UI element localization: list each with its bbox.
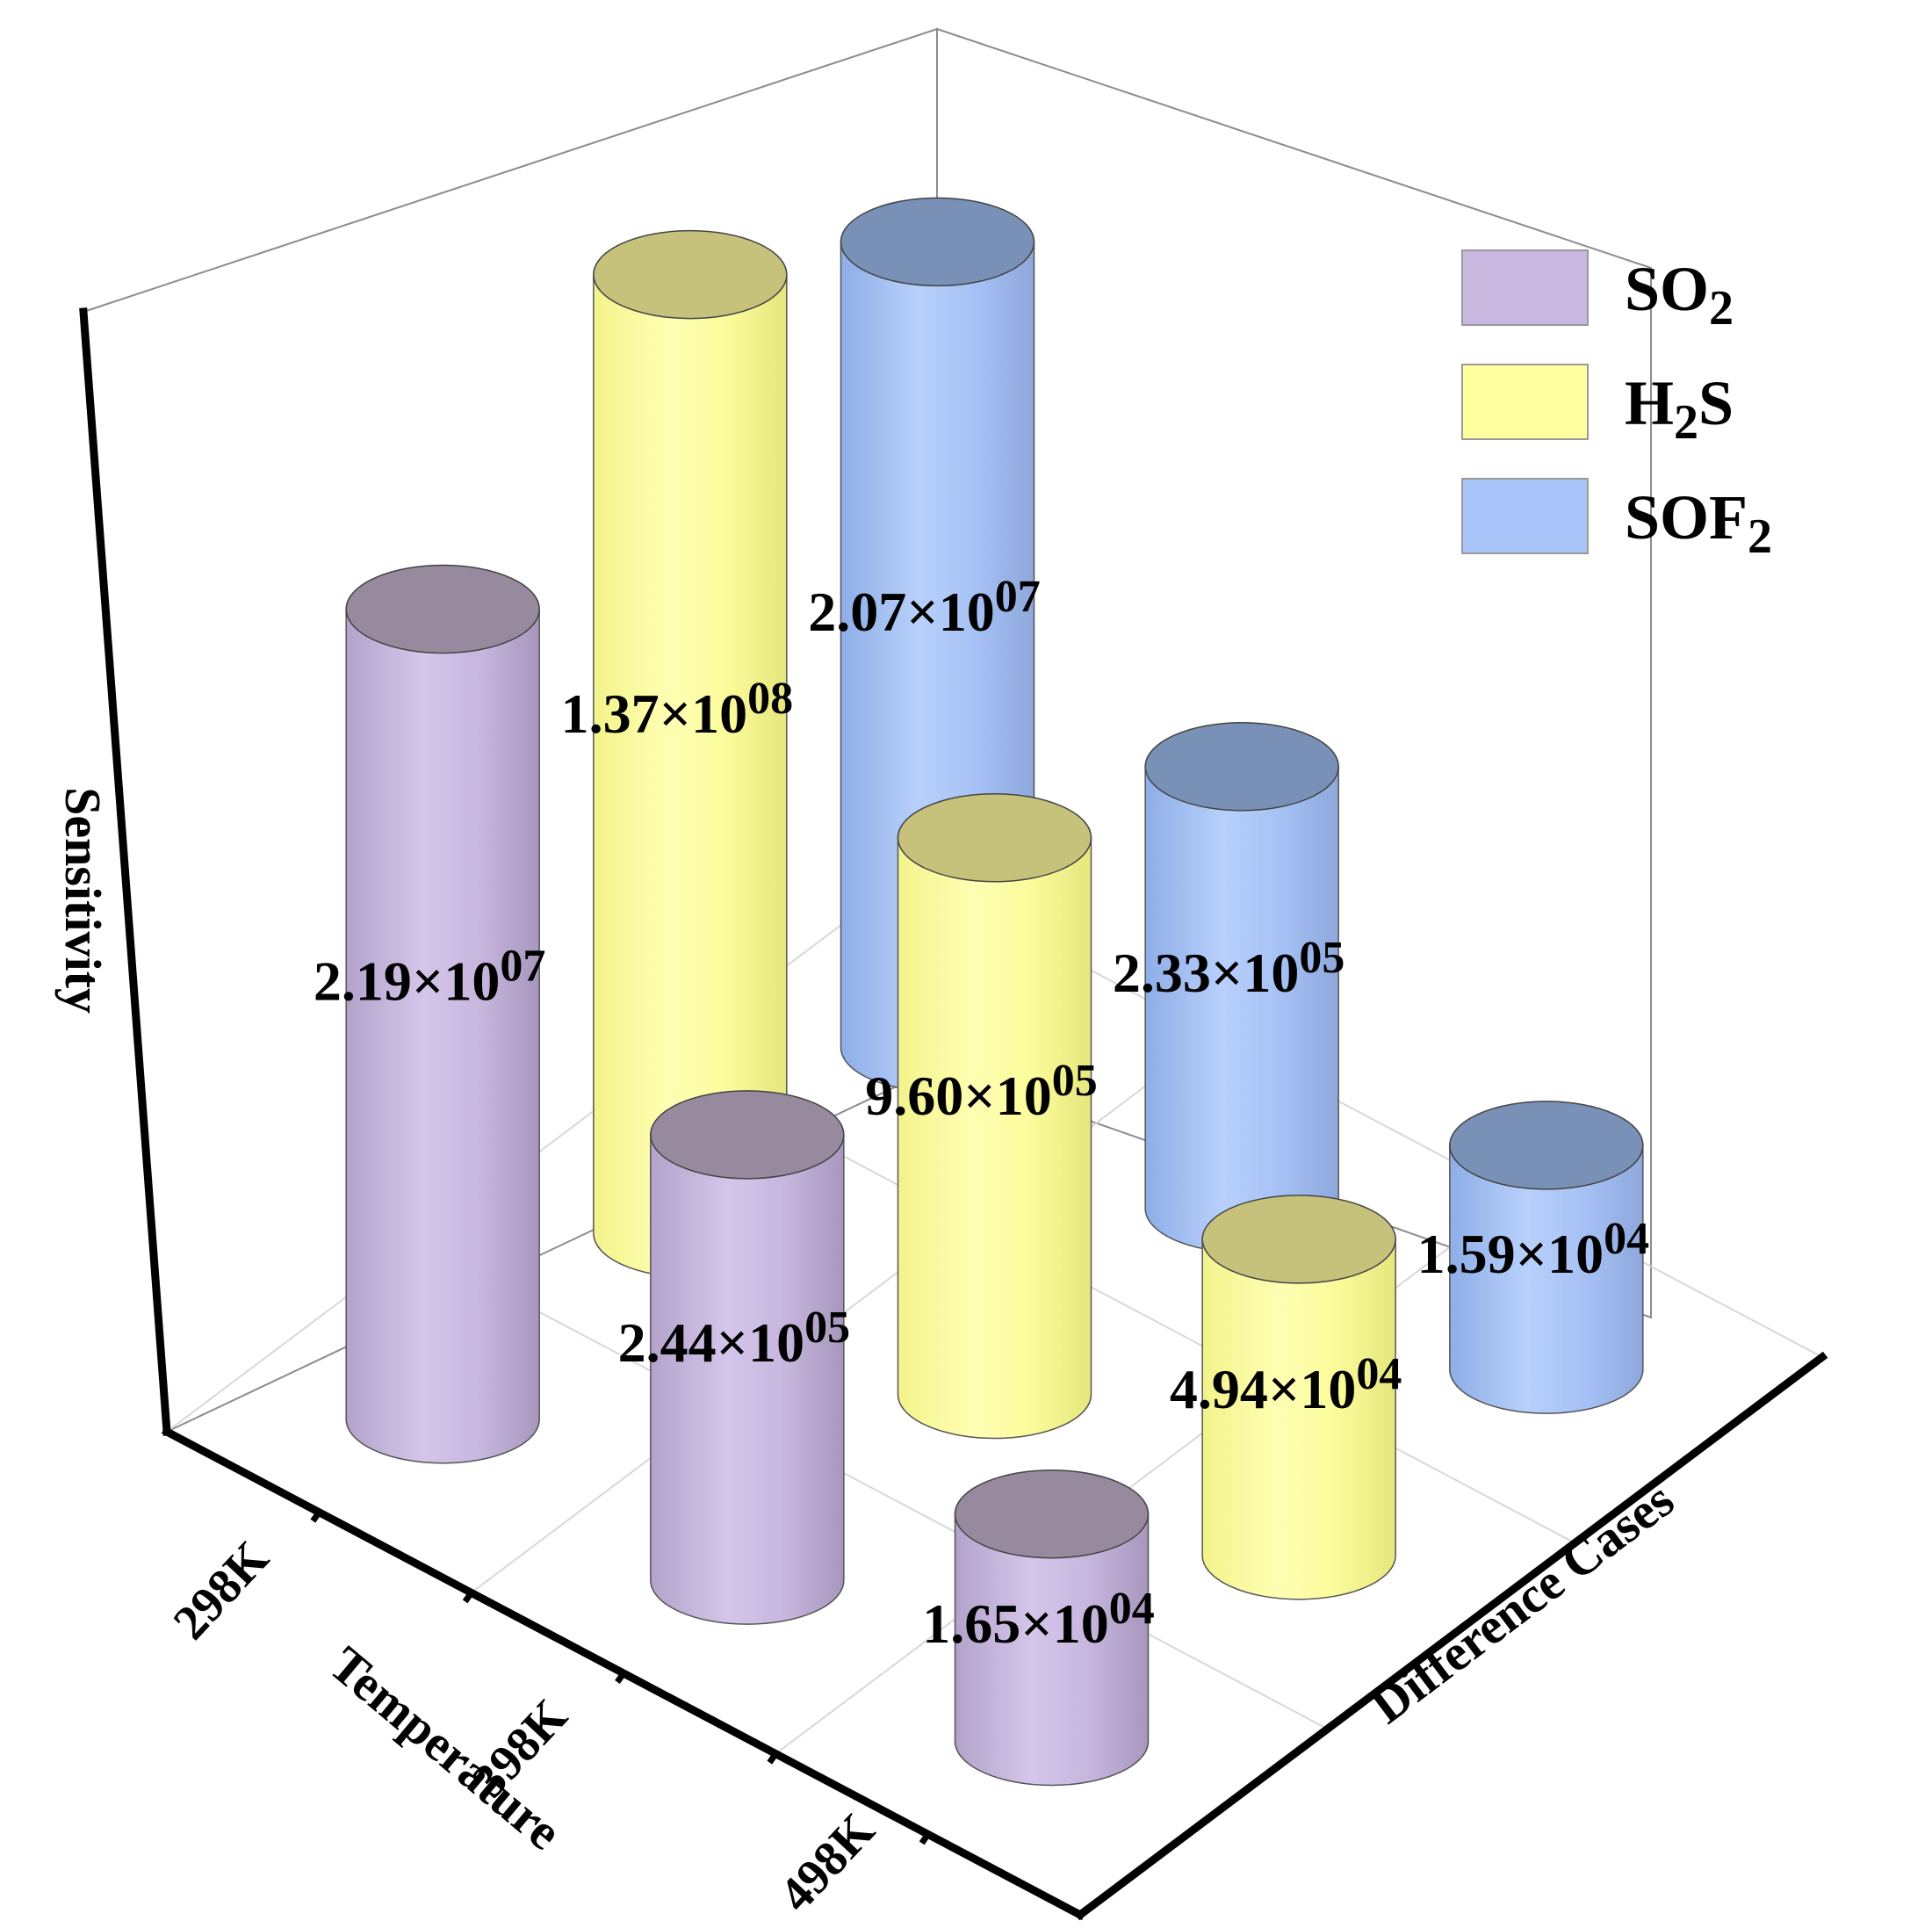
value-label-mantissa: 1.37×10 xyxy=(561,682,747,745)
legend-label-base: SO xyxy=(1625,254,1709,324)
value-label: 1.37×1008 xyxy=(561,674,793,745)
grid-line xyxy=(414,1245,1329,1730)
z-axis-title: Sensitivity xyxy=(54,787,112,1014)
legend-label-base: H xyxy=(1625,368,1674,438)
legend-swatch xyxy=(1461,249,1589,326)
value-label-mantissa: 2.07×10 xyxy=(808,581,994,643)
legend-swatch xyxy=(1461,478,1589,554)
bar-top xyxy=(593,229,788,320)
value-label: 1.65×1004 xyxy=(922,1584,1154,1655)
x-tick-label: 498K xyxy=(769,1803,886,1923)
bar-top xyxy=(1449,1101,1644,1190)
value-label-mantissa: 2.33×10 xyxy=(1113,942,1299,1004)
value-label: 9.60×1005 xyxy=(865,1056,1097,1127)
value-label-exponent: 05 xyxy=(1299,933,1344,983)
bars xyxy=(345,197,1644,1787)
value-label: 1.59×1004 xyxy=(1417,1214,1649,1285)
value-label-exponent: 07 xyxy=(500,942,545,992)
bar-top xyxy=(954,1469,1150,1559)
bar-SO2-398K xyxy=(650,1090,845,1625)
x-tick xyxy=(919,1832,931,1845)
x-tick xyxy=(767,1751,779,1765)
value-label: 2.07×1007 xyxy=(808,572,1040,643)
legend-item-SOF2: SOF2 xyxy=(1461,478,1772,564)
bar-top xyxy=(1144,722,1339,812)
legend-label-tail: S xyxy=(1698,368,1734,438)
legend-label: SOF2 xyxy=(1625,482,1772,564)
bar-top xyxy=(1201,1195,1396,1284)
legend-label-sub: 2 xyxy=(1674,395,1698,450)
bar-body xyxy=(897,837,1092,1440)
bar-SO2-298K xyxy=(345,564,540,1464)
bar-body xyxy=(650,1134,845,1625)
value-label-exponent: 08 xyxy=(747,674,793,724)
value-label-exponent: 04 xyxy=(1109,1584,1155,1634)
y-axis-title: Difference Cases xyxy=(1360,1470,1684,1734)
value-label-mantissa: 1.65×10 xyxy=(922,1592,1108,1655)
legend-label-sub: 2 xyxy=(1709,281,1734,336)
x-tick xyxy=(462,1591,474,1604)
bar-top xyxy=(650,1090,845,1180)
value-label-exponent: 04 xyxy=(1604,1214,1649,1264)
z-axis-line xyxy=(79,307,171,1436)
legend-swatch xyxy=(1461,364,1589,440)
bar-body xyxy=(345,608,540,1464)
value-label-mantissa: 2.19×10 xyxy=(314,950,500,1013)
value-label: 2.33×1005 xyxy=(1113,933,1344,1004)
bar-body xyxy=(1201,1238,1396,1600)
value-label-mantissa: 4.94×10 xyxy=(1170,1358,1356,1420)
legend-item-H2S: H2S xyxy=(1461,364,1734,450)
value-label-mantissa: 9.60×10 xyxy=(865,1065,1051,1127)
value-label: 2.44×1005 xyxy=(618,1303,850,1374)
bar-SOF2-498K xyxy=(1449,1101,1644,1414)
legend-label-base: SOF xyxy=(1625,482,1748,552)
x-tick xyxy=(310,1510,322,1523)
bar-body xyxy=(1449,1145,1644,1414)
bar-body xyxy=(1144,766,1339,1253)
bar-SOF2-398K xyxy=(1144,722,1339,1253)
value-label-mantissa: 1.59×10 xyxy=(1417,1223,1604,1285)
bar-H2S-498K xyxy=(1201,1195,1396,1600)
legend-item-SO2: SO2 xyxy=(1461,249,1734,336)
value-label-exponent: 05 xyxy=(1052,1056,1098,1106)
x-tick xyxy=(615,1671,626,1685)
bar-H2S-398K xyxy=(897,793,1092,1440)
x-tick-label: 298K xyxy=(163,1531,280,1650)
value-label: 4.94×1004 xyxy=(1170,1349,1402,1420)
bar-body xyxy=(954,1513,1150,1787)
legend-label-sub: 2 xyxy=(1748,509,1772,564)
value-label-mantissa: 2.44×10 xyxy=(618,1311,804,1374)
bar-H2S-298K xyxy=(593,229,788,1278)
legend-label: SO2 xyxy=(1625,254,1734,336)
y-axis-line xyxy=(1074,1351,1828,1921)
value-label: 2.19×1007 xyxy=(314,942,545,1013)
x-axis-ticks xyxy=(310,1510,931,1845)
legend-label: H2S xyxy=(1625,368,1734,450)
value-label-exponent: 05 xyxy=(804,1303,850,1353)
bar-top xyxy=(840,197,1035,287)
bar-SO2-498K xyxy=(954,1469,1150,1787)
bar-top xyxy=(897,793,1092,883)
value-label-exponent: 07 xyxy=(995,572,1041,622)
value-labels: 2.07×10072.33×10051.37×10081.59×10049.60… xyxy=(314,572,1649,1655)
bar-top xyxy=(345,564,540,654)
value-label-exponent: 04 xyxy=(1356,1349,1402,1399)
